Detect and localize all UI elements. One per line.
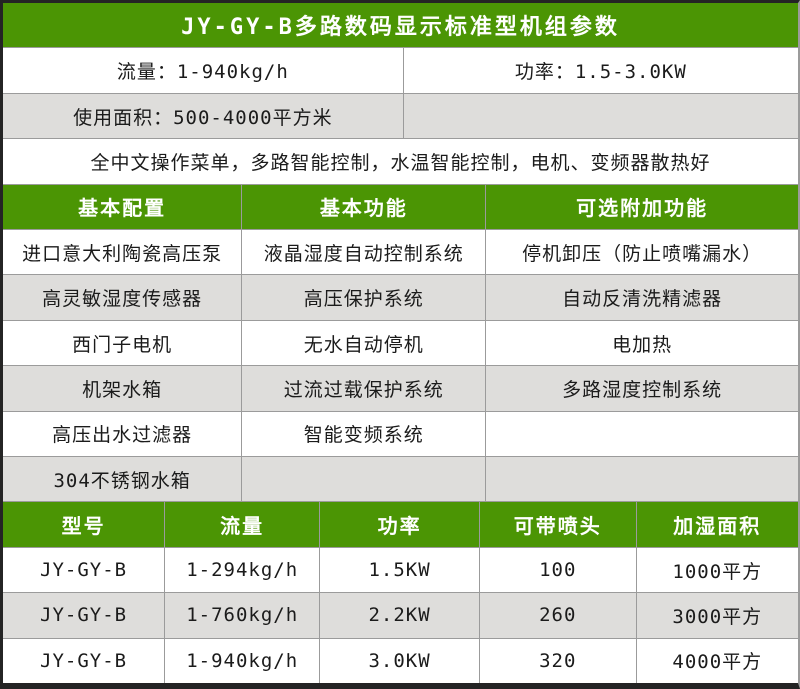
config-cell: 电加热 xyxy=(486,320,798,366)
model-cell: 4000平方 xyxy=(636,638,798,684)
model-cell: 320 xyxy=(479,638,637,684)
config-row: 机架水箱 过流过载保护系统 多路湿度控制系统 xyxy=(3,365,798,411)
config-header-row: 基本配置 基本功能 可选附加功能 xyxy=(3,183,798,230)
features-row: 全中文操作菜单，多路智能控制，水温智能控制，电机、变频器散热好 xyxy=(3,138,798,184)
header-nozzles: 可带喷头 xyxy=(479,502,637,547)
spec-row-flow-power: 流量：1-940kg/h 功率：1.5-3.0KW xyxy=(3,47,798,93)
config-cell xyxy=(486,411,798,457)
config-cell: 高灵敏湿度传感器 xyxy=(3,275,243,320)
header-model: 型号 xyxy=(3,502,166,547)
model-cell: 1-294kg/h xyxy=(165,547,321,593)
config-cell: 智能变频系统 xyxy=(242,411,487,457)
config-cell: 液晶湿度自动控制系统 xyxy=(242,230,487,275)
config-cell: 高压出水过滤器 xyxy=(3,411,243,457)
config-row: 304不锈钢水箱 xyxy=(3,456,798,502)
model-cell: 100 xyxy=(479,547,637,593)
model-cell: JY-GY-B xyxy=(3,593,166,638)
config-row: 高压出水过滤器 智能变频系统 xyxy=(3,410,798,457)
config-cell: 过流过载保护系统 xyxy=(242,366,487,411)
power-spec-cell: 功率：1.5-3.0KW xyxy=(403,48,798,93)
config-cell: 自动反清洗精滤器 xyxy=(486,275,798,320)
model-cell: 3.0KW xyxy=(320,638,480,684)
config-cell xyxy=(242,457,487,502)
features-cell: 全中文操作菜单，多路智能控制，水温智能控制，电机、变频器散热好 xyxy=(3,139,798,184)
config-cell xyxy=(486,457,798,502)
model-cell: JY-GY-B xyxy=(3,638,166,684)
config-cell: 高压保护系统 xyxy=(242,275,487,320)
model-cell: JY-GY-B xyxy=(3,547,166,593)
model-row: JY-GY-B 1-760kg/h 2.2KW 260 3000平方 xyxy=(3,592,798,638)
header-humidify-area: 加湿面积 xyxy=(636,502,798,547)
area-empty-cell xyxy=(403,93,798,139)
header-basic-config: 基本配置 xyxy=(3,184,243,230)
model-cell: 2.2KW xyxy=(320,593,480,638)
config-row: 进口意大利陶瓷高压泵 液晶湿度自动控制系统 停机卸压（防止喷嘴漏水） xyxy=(3,229,798,275)
config-cell: 304不锈钢水箱 xyxy=(3,457,243,502)
header-basic-function: 基本功能 xyxy=(242,184,487,230)
flow-spec-cell: 流量：1-940kg/h xyxy=(3,48,404,93)
model-row: JY-GY-B 1-940kg/h 3.0KW 320 4000平方 xyxy=(3,637,798,684)
model-cell: 260 xyxy=(479,593,637,638)
model-cell: 3000平方 xyxy=(636,593,798,638)
config-row: 高灵敏湿度传感器 高压保护系统 自动反清洗精滤器 xyxy=(3,274,798,320)
spec-row-area: 使用面积：500-4000平方米 xyxy=(3,92,798,139)
model-header-row: 型号 流量 功率 可带喷头 加湿面积 xyxy=(3,501,798,547)
model-cell: 1.5KW xyxy=(320,547,480,593)
config-cell: 机架水箱 xyxy=(3,366,243,411)
model-row: JY-GY-B 1-294kg/h 1.5KW 100 1000平方 xyxy=(3,546,798,593)
header-flow: 流量 xyxy=(165,502,321,547)
config-cell: 停机卸压（防止喷嘴漏水） xyxy=(486,230,798,275)
config-cell: 无水自动停机 xyxy=(242,320,487,366)
model-cell: 1-760kg/h xyxy=(165,593,321,638)
config-row: 西门子电机 无水自动停机 电加热 xyxy=(3,319,798,366)
table-title: JY-GY-B多路数码显示标准型机组参数 xyxy=(3,3,798,48)
config-cell: 西门子电机 xyxy=(3,320,243,366)
header-power: 功率 xyxy=(320,502,480,547)
area-spec-cell: 使用面积：500-4000平方米 xyxy=(3,93,404,139)
header-optional-function: 可选附加功能 xyxy=(486,184,798,230)
model-cell: 1000平方 xyxy=(636,547,798,593)
config-cell: 进口意大利陶瓷高压泵 xyxy=(3,230,243,275)
config-cell: 多路湿度控制系统 xyxy=(486,366,798,411)
model-cell: 1-940kg/h xyxy=(165,638,321,684)
